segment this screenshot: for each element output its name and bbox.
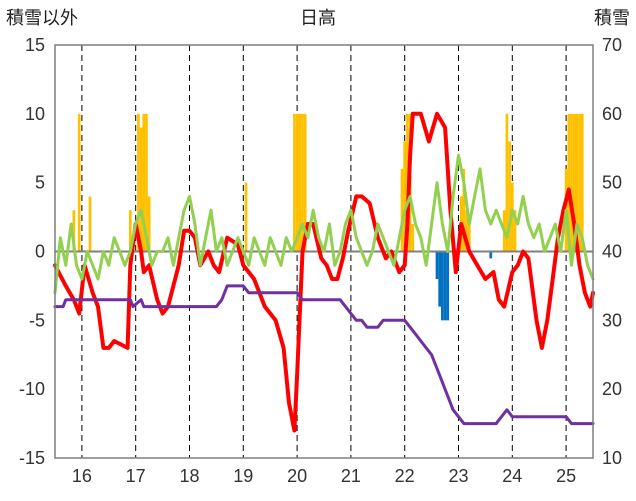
bar-29 — [489, 251, 493, 259]
bar-2 — [88, 196, 92, 252]
bar-20 — [435, 251, 439, 280]
x-tick-19: 19 — [233, 466, 253, 486]
bar-19 — [411, 223, 415, 252]
x-tick-23: 23 — [448, 466, 468, 486]
y-left-tick--10: -10 — [19, 379, 45, 399]
x-tick-20: 20 — [287, 466, 307, 486]
y-left-tick--15: -15 — [19, 448, 45, 468]
bar-5 — [139, 127, 143, 252]
bar-3 — [128, 210, 132, 252]
bar-36 — [567, 113, 571, 252]
y-right-tick-20: 20 — [602, 379, 622, 399]
plot-frame — [54, 44, 594, 459]
bar-26 — [462, 168, 466, 252]
bar-27 — [465, 210, 468, 252]
chart-title: 日高 — [300, 8, 336, 29]
series-line-3 — [53, 284, 595, 426]
left-axis-title: 積雪以外 — [6, 8, 78, 29]
y-left-tick-5: 5 — [35, 173, 45, 193]
y-left-tick-10: 10 — [25, 104, 45, 124]
right-axis-title: 積雪 — [594, 8, 630, 29]
y-right-tick-70: 70 — [602, 35, 622, 55]
bar-11 — [295, 113, 299, 252]
bar-37 — [570, 113, 573, 252]
bar-31 — [505, 113, 509, 252]
bar-4 — [137, 113, 140, 252]
series-line-1 — [53, 111, 595, 433]
bar-1 — [77, 113, 81, 252]
bar-39 — [575, 113, 579, 252]
x-tick-16: 16 — [72, 466, 92, 486]
x-tick-24: 24 — [502, 466, 522, 486]
x-tick-25: 25 — [556, 466, 576, 486]
bar-21 — [438, 251, 442, 307]
bar-16 — [403, 141, 407, 252]
x-tick-17: 17 — [126, 466, 146, 486]
y-right-tick-40: 40 — [602, 242, 622, 262]
bar-7 — [145, 113, 148, 252]
bar-22 — [441, 251, 444, 321]
y-right-tick-30: 30 — [602, 310, 622, 330]
x-tick-18: 18 — [179, 466, 199, 486]
bar-9 — [244, 182, 248, 252]
bar-23 — [443, 251, 447, 321]
series-line-2 — [53, 153, 595, 295]
bar-28 — [467, 223, 471, 252]
bar-13 — [301, 113, 304, 252]
y-right-tick-10: 10 — [602, 448, 622, 468]
x-tick-21: 21 — [341, 466, 361, 486]
y-left-tick--5: -5 — [29, 310, 45, 330]
y-right-tick-60: 60 — [602, 104, 622, 124]
x-tick-22: 22 — [395, 466, 415, 486]
bar-0 — [72, 210, 76, 252]
bar-34 — [513, 210, 517, 252]
y-left-tick-0: 0 — [35, 242, 45, 262]
bar-24 — [446, 251, 450, 321]
bar-14 — [303, 113, 307, 252]
bar-12 — [298, 113, 302, 252]
bar-6 — [142, 113, 146, 252]
y-right-tick-50: 50 — [602, 173, 622, 193]
bar-8 — [147, 196, 151, 252]
bar-40 — [578, 113, 581, 252]
y-left-tick-15: 15 — [25, 35, 45, 55]
bar-15 — [400, 168, 404, 252]
bar-32 — [508, 141, 511, 252]
bar-10 — [293, 113, 296, 252]
bar-38 — [572, 113, 576, 252]
bar-41 — [580, 113, 584, 252]
